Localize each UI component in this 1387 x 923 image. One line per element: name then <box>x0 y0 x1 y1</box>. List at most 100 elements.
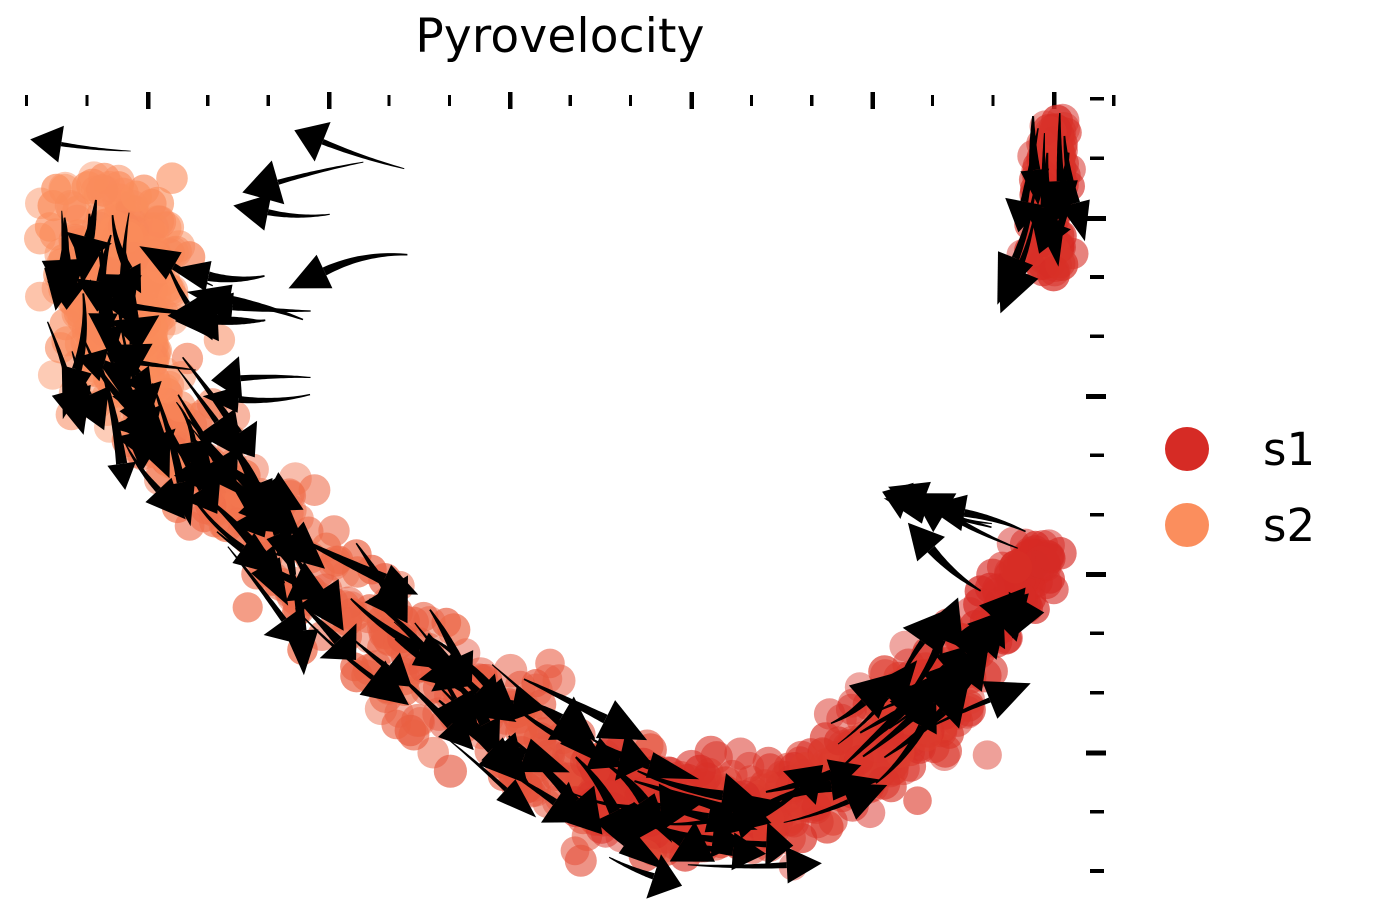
velocity-stream-tail <box>151 383 186 484</box>
velocity-stream-tail <box>575 800 630 847</box>
velocity-stream-tail <box>393 621 458 701</box>
velocity-arrowhead <box>139 246 182 280</box>
scatter-point <box>156 162 188 194</box>
velocity-stream-tail <box>322 253 408 276</box>
velocity-stream-tail <box>125 443 161 493</box>
velocity-stream-tail <box>207 271 265 283</box>
velocity-stream-tail <box>685 841 734 856</box>
velocity-arrowhead <box>173 438 214 471</box>
velocity-stream-tail <box>46 321 75 392</box>
axis-tick-top <box>1051 92 1057 109</box>
scatter-point <box>1035 541 1065 572</box>
velocity-arrowhead <box>919 597 964 649</box>
axis-tick-right <box>1086 394 1106 399</box>
axis-tick-top <box>931 95 935 106</box>
velocity-stream-tail <box>350 598 423 654</box>
velocity-stream-tail <box>593 819 633 825</box>
axis-tick-top <box>266 95 270 106</box>
velocity-arrowhead <box>982 681 1031 719</box>
scatter-point <box>560 836 590 866</box>
scatter-point <box>86 174 119 207</box>
velocity-stream-tail <box>96 234 112 283</box>
velocity-stream-tail <box>232 303 311 312</box>
scatter-point <box>493 653 528 688</box>
velocity-stream-tail <box>189 435 271 497</box>
velocity-arrowhead <box>211 356 243 401</box>
scatter-point <box>298 474 331 506</box>
velocity-arrowhead <box>167 479 196 527</box>
axis-tick-top <box>689 92 694 109</box>
velocity-stream-tail <box>298 537 387 585</box>
velocity-arrowhead <box>848 672 898 719</box>
velocity-arrowhead <box>595 700 648 741</box>
velocity-arrowhead <box>911 493 957 533</box>
velocity-stream-tail <box>830 699 867 724</box>
velocity-arrowhead <box>107 461 136 490</box>
velocity-stream-tail <box>943 510 1018 549</box>
velocity-arrowhead <box>440 650 474 690</box>
scatter-point <box>972 740 1002 770</box>
velocity-stream-tail <box>176 470 245 551</box>
velocity-arrowhead <box>288 254 333 289</box>
scatter-point <box>143 205 177 239</box>
velocity-stream-tail <box>295 608 374 680</box>
velocity-arrowhead <box>840 783 888 820</box>
velocity-stream-tail <box>901 637 946 704</box>
velocity-arrowhead <box>294 122 331 162</box>
velocity-arrowhead <box>1060 199 1090 242</box>
velocity-stream-tail <box>102 360 150 378</box>
axis-tick-right <box>1090 453 1104 457</box>
velocity-stream-tail <box>267 209 330 218</box>
velocity-stream-tail <box>589 737 651 770</box>
scatter-point <box>174 511 205 541</box>
velocity-arrowhead <box>889 687 922 721</box>
scatter-point <box>77 161 111 194</box>
legend-label: s1 <box>1263 422 1316 476</box>
velocity-arrowhead <box>233 193 272 231</box>
velocity-stream-tail <box>656 812 736 826</box>
scatter-point <box>318 515 350 547</box>
velocity-arrowhead <box>74 247 102 285</box>
axis-tick-top <box>629 95 633 106</box>
velocity-arrowhead <box>30 125 64 163</box>
axis-tick-right <box>1090 809 1104 814</box>
axis-tick-top <box>1112 95 1116 106</box>
velocity-arrowhead <box>195 446 239 493</box>
velocity-streamlines <box>30 113 1090 899</box>
velocity-stream-tail <box>212 458 272 515</box>
scatter-point <box>998 550 1033 584</box>
velocity-stream-tail <box>133 303 225 317</box>
velocity-arrowhead <box>632 801 666 842</box>
velocity-arrowhead <box>727 791 783 839</box>
velocity-arrowhead <box>783 764 824 805</box>
velocity-stream-tail <box>162 251 190 305</box>
scatter-plot-canvas[interactable] <box>0 0 1120 923</box>
velocity-arrowhead <box>895 669 946 718</box>
velocity-stream-tail <box>111 215 133 272</box>
velocity-stream-tail <box>238 393 311 404</box>
axis-tick-right <box>1086 750 1106 756</box>
velocity-arrowhead <box>76 348 109 382</box>
velocity-arrowhead <box>141 439 171 479</box>
axis-tick-top <box>145 92 151 109</box>
axis-tick-top <box>568 95 572 106</box>
axis-tick-right <box>1090 631 1104 636</box>
legend-item-s1[interactable]: s1 <box>1165 425 1315 473</box>
axis-tick-top <box>810 95 814 106</box>
velocity-stream-tail <box>277 161 364 185</box>
velocity-arrowhead <box>109 347 139 378</box>
embedding-scatter-svg <box>24 92 1116 899</box>
velocity-stream-tail <box>523 698 564 723</box>
velocity-stream-tail <box>176 401 197 443</box>
axis-tick-top <box>25 95 29 106</box>
velocity-arrowhead <box>298 579 344 631</box>
legend-item-s2[interactable]: s2 <box>1165 501 1315 549</box>
axis-tick-top <box>447 95 451 106</box>
axis-tick-top <box>508 92 513 109</box>
velocity-stream-tail <box>664 827 767 848</box>
scatter-point <box>433 754 467 788</box>
velocity-arrowhead <box>541 781 585 823</box>
velocity-arrowhead <box>470 685 517 722</box>
axis-tick-right <box>1090 869 1104 873</box>
velocity-arrowhead <box>935 645 968 677</box>
